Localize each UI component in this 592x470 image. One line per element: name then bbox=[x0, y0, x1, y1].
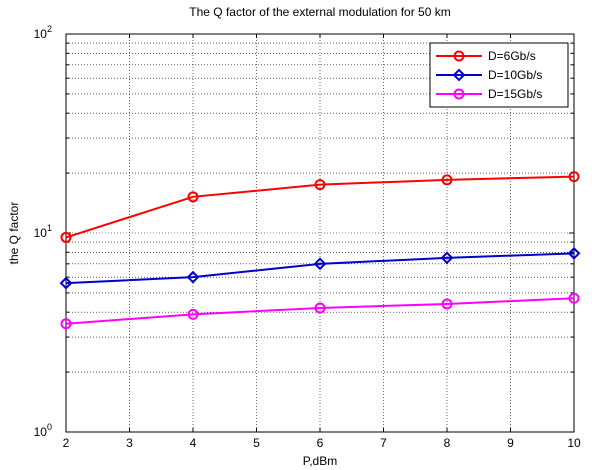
data-point bbox=[313, 257, 327, 271]
axis-ticks: 2 3 4 5 6 7 8 9 10 100 101 102 bbox=[34, 24, 581, 450]
series-1 bbox=[60, 171, 580, 243]
legend-entry: D=10Gb/s bbox=[436, 68, 542, 82]
data-point bbox=[441, 298, 453, 310]
x-tick-label: 10 bbox=[567, 436, 581, 450]
x-tick-label: 8 bbox=[444, 436, 451, 450]
data-point bbox=[314, 179, 326, 191]
legend-label: D=6Gb/s bbox=[488, 49, 536, 63]
legend-marker bbox=[453, 88, 465, 100]
series-line bbox=[65, 175, 575, 239]
data-point bbox=[568, 171, 580, 183]
data-point bbox=[60, 231, 72, 243]
data-point bbox=[186, 270, 200, 284]
data-point bbox=[187, 191, 199, 203]
x-tick-label: 9 bbox=[507, 436, 514, 450]
data-point bbox=[440, 251, 454, 265]
x-tick-label: 3 bbox=[126, 436, 133, 450]
x-tick-label: 6 bbox=[317, 436, 324, 450]
y-tick-label: 102 bbox=[34, 24, 52, 41]
data-point bbox=[567, 246, 581, 260]
data-point bbox=[441, 174, 453, 186]
series-line bbox=[65, 297, 575, 325]
legend-entry: D=15Gb/s bbox=[436, 87, 542, 101]
data-point bbox=[187, 308, 199, 320]
series-line bbox=[65, 252, 575, 285]
data-point bbox=[60, 318, 72, 330]
x-tick-label: 5 bbox=[253, 436, 260, 450]
y-tick-label: 100 bbox=[34, 422, 52, 439]
chart-title: The Q factor of the external modulation … bbox=[189, 5, 450, 19]
legend-label: D=15Gb/s bbox=[488, 87, 542, 101]
y-tick-label: 101 bbox=[34, 223, 52, 240]
x-axis-label: P,dBm bbox=[303, 454, 337, 468]
legend-marker bbox=[452, 68, 466, 82]
y-axis-label: the Q factor bbox=[7, 202, 21, 265]
legend-entry: D=6Gb/s bbox=[436, 49, 536, 63]
x-tick-label: 4 bbox=[190, 436, 197, 450]
data-point bbox=[314, 302, 326, 314]
series-layer bbox=[59, 171, 581, 330]
x-tick-label: 2 bbox=[63, 436, 70, 450]
series-2 bbox=[59, 246, 581, 290]
data-point bbox=[568, 292, 580, 304]
data-point bbox=[59, 276, 73, 290]
legend: D=6Gb/s D=10Gb/s D=15Gb/s bbox=[429, 42, 569, 108]
legend-marker bbox=[453, 50, 465, 62]
series-3 bbox=[60, 292, 580, 330]
legend-label: D=10Gb/s bbox=[488, 68, 542, 82]
x-tick-label: 7 bbox=[380, 436, 387, 450]
